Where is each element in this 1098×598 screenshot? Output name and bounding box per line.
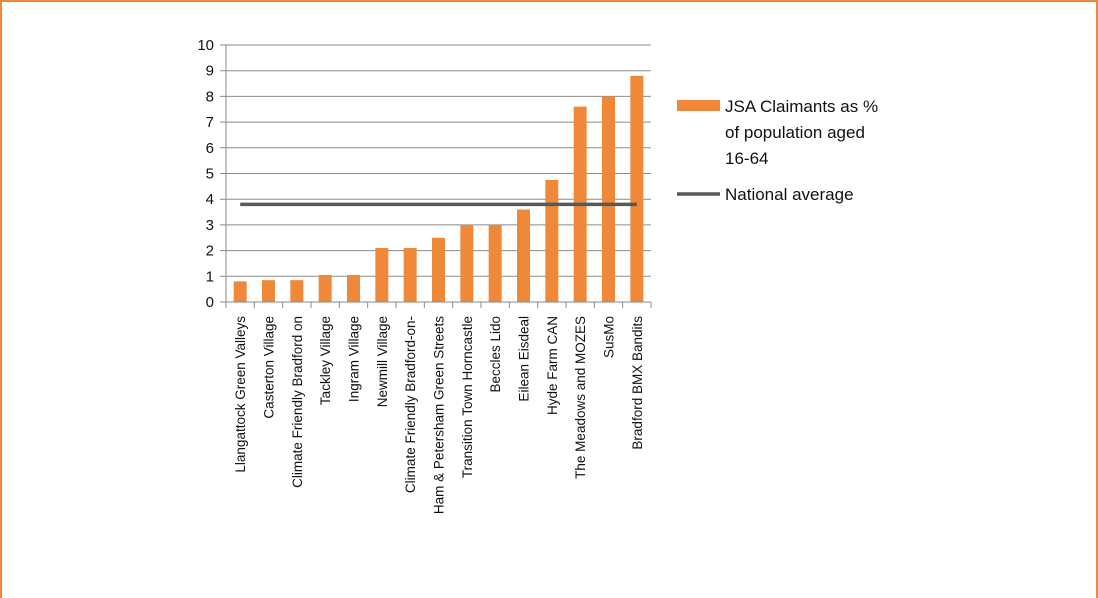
- legend: JSA Claimants as % of population aged 16-6…: [677, 97, 878, 204]
- legend-label-bars: of population aged: [725, 123, 865, 142]
- bar: [319, 275, 332, 302]
- y-tick-label: 9: [206, 63, 214, 80]
- bars: [234, 76, 644, 302]
- bar: [234, 281, 247, 302]
- x-tick-label: Newmill Village: [375, 316, 390, 407]
- bar: [545, 180, 558, 302]
- x-tick-label: SusMo: [602, 316, 617, 358]
- bar: [517, 209, 530, 302]
- bar: [375, 248, 388, 302]
- y-tick-label: 7: [206, 114, 214, 131]
- y-tick-label: 1: [206, 268, 214, 285]
- x-tick-label: Ham & Petersham Green Streets: [432, 316, 447, 514]
- x-tick-label: Climate Friendly Bradford-on-: [403, 316, 418, 493]
- x-tick-labels: Llangattock Green Valleys Casterton Villa…: [233, 316, 645, 514]
- x-tick-label: Hyde Farm CAN: [545, 316, 560, 415]
- legend-label-line: National average: [725, 185, 854, 204]
- y-tick-label: 8: [206, 88, 214, 105]
- y-tick-label: 4: [206, 191, 214, 208]
- y-tick-label: 6: [206, 140, 214, 157]
- bar: [630, 76, 643, 302]
- legend-label-bars: 16-64: [725, 149, 768, 168]
- bar: [262, 280, 275, 302]
- bar: [404, 248, 417, 302]
- bar: [432, 238, 445, 302]
- x-tick-label: Ingram Village: [347, 316, 362, 402]
- bar: [460, 225, 473, 302]
- x-tick-label: Eilean Eisdeal: [517, 316, 532, 402]
- legend-swatch-bars: [677, 100, 720, 111]
- y-tick-label: 10: [197, 37, 214, 54]
- y-tick-label: 5: [206, 166, 214, 183]
- x-tick-label: The Meadows and MOZES: [573, 316, 588, 479]
- x-tick-label: Bradford BMX Bandits: [630, 316, 645, 450]
- bar: [602, 96, 615, 302]
- x-tick-label: Transition Town Horncastle: [460, 316, 475, 478]
- x-tick-label: Llangattock Green Valleys: [233, 316, 248, 473]
- bar: [489, 225, 502, 302]
- bar: [290, 280, 303, 302]
- y-tick-labels: 0 1 2 3 4 5 6 7 8 9 10: [197, 37, 214, 311]
- bar: [347, 275, 360, 302]
- x-tick-label: Climate Friendly Bradford on: [290, 316, 305, 488]
- x-tick-label: Beccles Lido: [488, 316, 503, 393]
- legend-label-bars: JSA Claimants as %: [725, 97, 878, 116]
- x-tick-label: Casterton Village: [262, 316, 277, 419]
- x-tick-label: Tackley Village: [318, 316, 333, 405]
- y-tick-label: 2: [206, 243, 214, 260]
- y-tick-label: 0: [206, 294, 214, 311]
- y-tick-label: 3: [206, 217, 214, 234]
